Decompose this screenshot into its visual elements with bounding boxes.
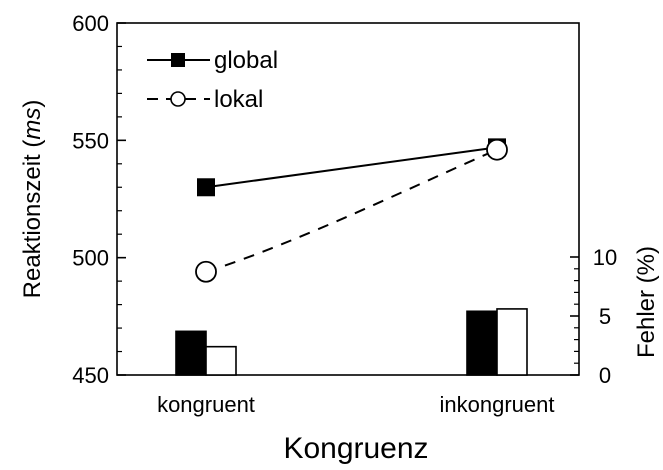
point-lokal-kongruent — [195, 260, 217, 283]
legend-global-label: global — [214, 47, 278, 74]
y2-axis-label: Fehler (%) — [633, 246, 660, 358]
plot-frame — [116, 22, 580, 376]
legend-lokal-label: lokal — [214, 86, 263, 113]
bar-global-kongruent — [175, 330, 207, 376]
point-lokal-inkongruent — [486, 138, 508, 161]
line-lokal — [205, 148, 498, 273]
legend: global lokal — [147, 47, 278, 113]
right-axis: 0 5 10 — [570, 245, 617, 388]
line-global — [205, 146, 498, 189]
rt-lines — [195, 138, 508, 283]
bar-lokal-kongruent — [205, 345, 237, 376]
y2-tick-label: 10 — [593, 245, 617, 270]
y-tick-label: 450 — [72, 363, 109, 388]
y-axis-label-close: ) — [19, 100, 46, 108]
x-category-label: kongruent — [157, 392, 255, 417]
bar-lokal-inkongruent — [496, 308, 528, 376]
y2-tick-label: 0 — [599, 363, 611, 388]
error-bars — [175, 308, 528, 376]
legend-global-marker — [171, 53, 185, 67]
left-axis: 450 500 550 600 — [72, 11, 126, 388]
y-axis-label: Reaktionszeit (ms) — [19, 100, 46, 299]
category-labels: kongruent inkongruent — [157, 392, 554, 417]
y-tick-label: 600 — [72, 11, 109, 36]
bar-global-inkongruent — [466, 310, 498, 376]
x-axis-label: Kongruenz — [283, 432, 428, 465]
x-category-label: inkongruent — [440, 392, 555, 417]
y-tick-label: 550 — [72, 128, 109, 153]
y2-tick-label: 5 — [599, 304, 611, 329]
y-tick-label: 500 — [72, 246, 109, 271]
legend-lokal-marker — [170, 91, 186, 107]
point-global-kongruent — [197, 178, 215, 197]
y-axis-label-text: Reaktionszeit ( — [19, 140, 46, 299]
y-axis-label-unit: ms — [19, 108, 46, 140]
